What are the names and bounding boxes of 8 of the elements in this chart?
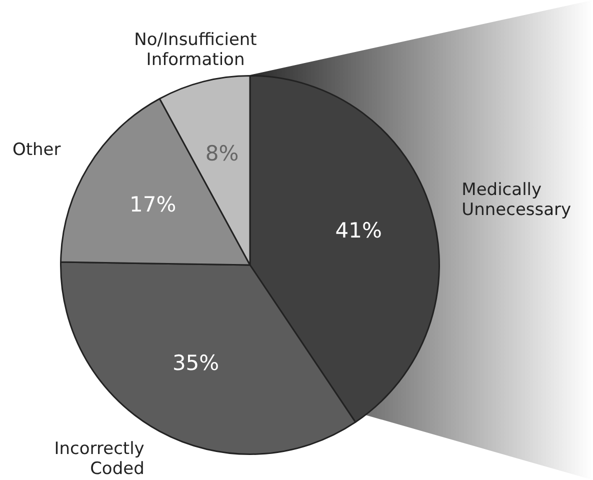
data-label: 17% (130, 192, 176, 217)
slice-label: No/Insufficient Information (134, 30, 258, 70)
slice-label: Other (12, 140, 61, 160)
data-label: 41% (335, 218, 382, 242)
slice-label: Medically Unnecessary (462, 180, 572, 220)
data-label: 35% (172, 351, 220, 376)
data-label: 8% (205, 141, 239, 166)
slice-label: Incorrectly Coded (54, 438, 144, 479)
